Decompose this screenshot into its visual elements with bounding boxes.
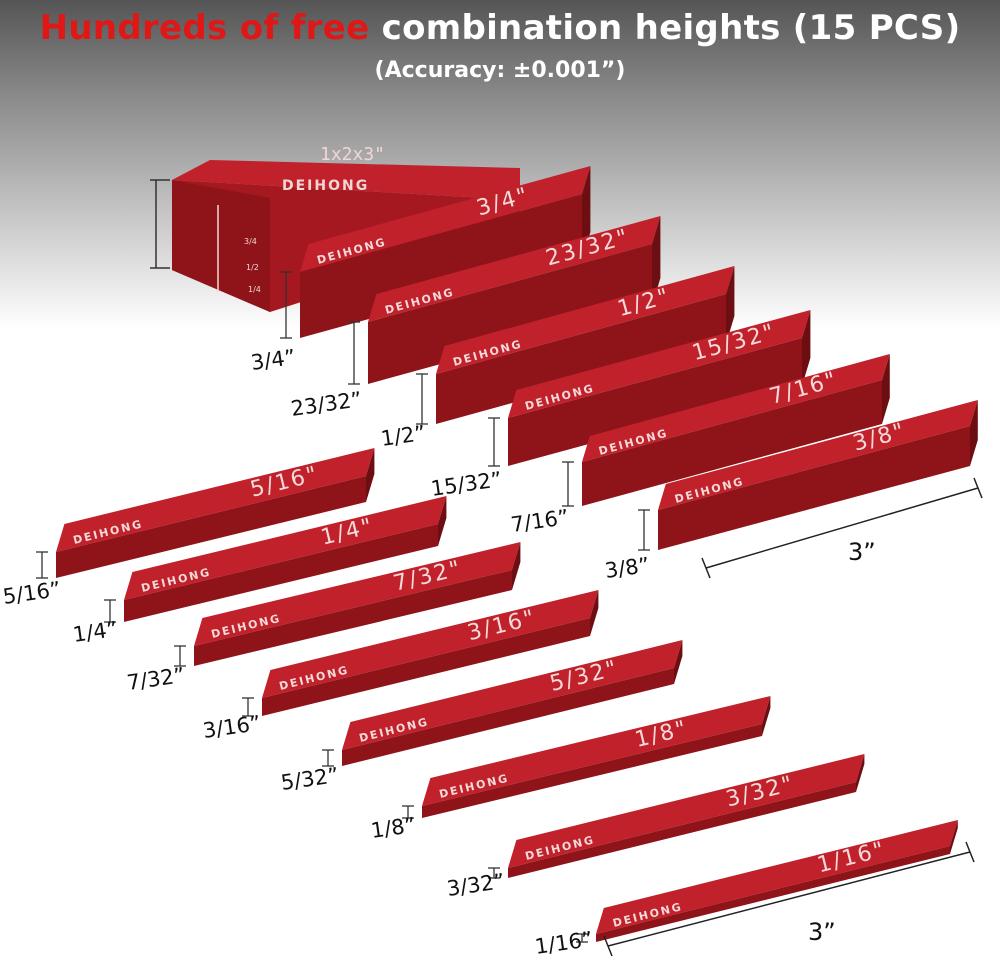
dimension-tick (965, 841, 975, 863)
block-top-face (582, 354, 890, 462)
subtitle: (Accuracy: ±0.001”) (374, 58, 626, 83)
height-label: 3/16” (201, 711, 262, 743)
big-block-top (172, 160, 520, 200)
height-label: 3/32” (445, 869, 506, 901)
block-top-face (436, 266, 735, 374)
block-front-face (300, 194, 582, 338)
block-front-face (582, 380, 882, 506)
block-top-face (508, 754, 865, 868)
headline: Hundreds of free combination heights (15… (0, 8, 1000, 48)
dimension-line (607, 851, 971, 947)
block-end-face (726, 266, 735, 344)
ruler-mark: 3/4 (244, 237, 257, 246)
length-dimension-lower: 3” (603, 841, 975, 957)
block-top-face (342, 640, 683, 750)
block-front-face (124, 524, 438, 622)
height-label: 3/8” (603, 553, 651, 583)
block-end-face (438, 496, 447, 546)
block-end-face (652, 216, 661, 306)
block-top-face (300, 166, 591, 272)
height-label: 1/2” (379, 421, 427, 451)
block-top-face (194, 542, 521, 646)
length-label-upper: 3” (848, 538, 876, 566)
block-top-face (422, 696, 771, 806)
block-front-face (596, 846, 950, 942)
block-end-face (590, 590, 599, 636)
block-front-face (194, 570, 512, 666)
headline-highlight: Hundreds of free (39, 8, 370, 48)
block-end-face (762, 696, 771, 736)
height-label: 1/16” (533, 927, 594, 959)
headline-rest: combination heights (15 PCS) (381, 8, 961, 48)
height-label: 1/4” (71, 617, 119, 647)
height-label: 7/16” (509, 505, 570, 537)
height-label: 23/32” (289, 387, 363, 421)
block-top-face (124, 496, 447, 600)
big-block-side (172, 180, 270, 312)
length-dimension-upper: 3” (701, 477, 983, 579)
height-label: 7/32” (125, 663, 186, 695)
block-front-face (56, 476, 366, 578)
block-front-face (508, 782, 856, 878)
block-end-face (950, 820, 958, 854)
block-top-face (596, 820, 958, 934)
height-label: 5/32” (279, 763, 340, 795)
block-top-face (56, 448, 375, 552)
block-front-face (342, 668, 674, 766)
height-label: 3/4” (249, 345, 297, 375)
dimension-tick (973, 477, 983, 499)
block-end-face (512, 542, 521, 590)
ruler-mark: 1/2 (246, 263, 259, 272)
big-block-brand: DEIHONG (282, 178, 369, 194)
block-top-face (368, 216, 661, 322)
height-label: 15/32” (429, 467, 503, 501)
block-top-face (262, 590, 599, 698)
dimension-line (705, 487, 979, 569)
block-end-face (970, 400, 978, 466)
height-label: 1/8” (369, 813, 417, 843)
ruler-mark: 1/4 (248, 285, 261, 294)
dimension-tick (603, 935, 613, 957)
block-end-face (366, 448, 375, 502)
block-top-face (658, 400, 978, 510)
big-block-label: 1x2x3" (320, 144, 385, 165)
block-front-face (658, 426, 970, 550)
block-front-face (422, 724, 762, 818)
upper-block-set: DEIHONG3/4"3/4”DEIHONG23/32"23/32”DEIHON… (249, 166, 978, 583)
block-end-face (882, 354, 890, 424)
block-top-face (508, 310, 811, 418)
height-label: 5/16” (1, 577, 62, 609)
block-front-face (368, 244, 652, 384)
block-front-face (508, 338, 802, 466)
length-label-lower: 3” (808, 918, 836, 946)
block-end-face (802, 310, 811, 386)
block-end-face (856, 754, 865, 792)
block-front-face (262, 618, 590, 716)
block-front-face (436, 294, 726, 424)
block-end-face (674, 640, 683, 684)
dimension-tick (701, 557, 711, 579)
